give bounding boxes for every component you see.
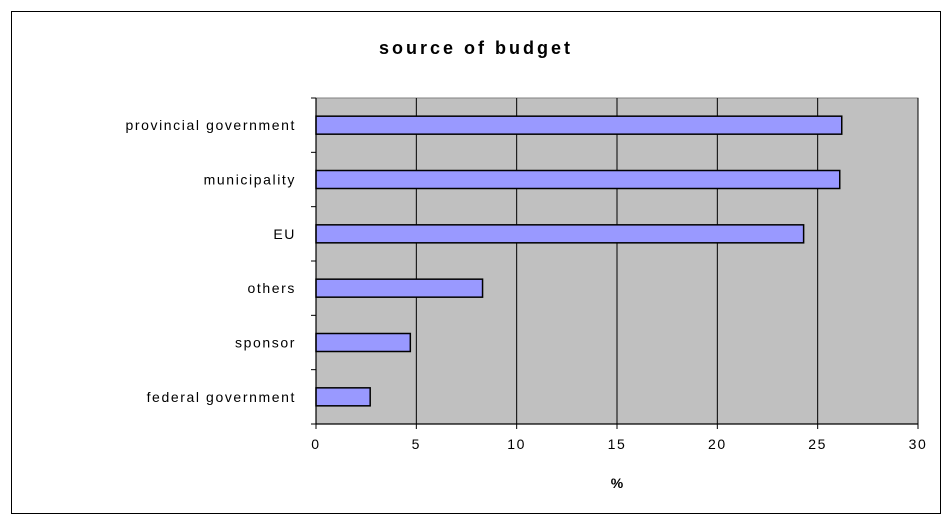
x-tick-label: 5: [412, 436, 421, 452]
x-tick-label: 30: [909, 436, 928, 452]
x-axis-title: %: [611, 475, 624, 491]
x-tick-label: 10: [507, 436, 526, 452]
x-tick-label: 0: [311, 436, 320, 452]
bar: [315, 115, 843, 135]
category-label: federal government: [147, 389, 296, 405]
x-tick-label: 25: [808, 436, 827, 452]
axes: [311, 97, 919, 429]
x-tick-label: 20: [708, 436, 727, 452]
category-label: municipality: [204, 172, 296, 188]
x-tick-labels: 0 5 10 15 20 25 30: [311, 436, 928, 452]
category-label: EU: [273, 226, 296, 242]
bar: [315, 332, 412, 353]
category-label: others: [247, 280, 296, 296]
bar: [315, 169, 841, 190]
gridlines: [415, 98, 919, 424]
bar: [315, 278, 484, 298]
x-tick-label: 15: [608, 436, 627, 452]
category-label: provincial government: [125, 117, 296, 133]
category-labels: provincial government municipality EU other…: [125, 117, 296, 405]
bar: [315, 387, 371, 407]
category-label: sponsor: [235, 335, 296, 351]
bars: [315, 115, 843, 407]
bar: [315, 224, 805, 244]
chart-title: source of budget: [378, 38, 573, 58]
